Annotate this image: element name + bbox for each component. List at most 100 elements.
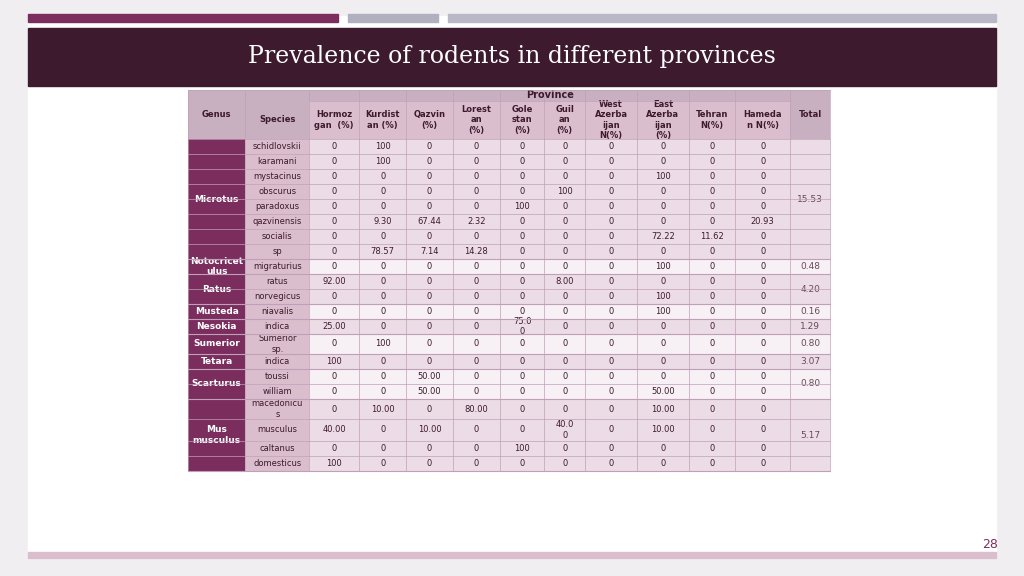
Bar bbox=[359, 154, 407, 169]
Bar bbox=[637, 441, 689, 456]
Bar bbox=[689, 334, 735, 354]
Text: 0: 0 bbox=[562, 142, 567, 151]
Bar bbox=[453, 334, 500, 354]
Bar bbox=[689, 244, 735, 259]
Text: 0: 0 bbox=[562, 172, 567, 181]
Text: West
Azerba
ijan
N(%): West Azerba ijan N(%) bbox=[595, 100, 628, 140]
Bar bbox=[637, 214, 689, 229]
Bar bbox=[246, 274, 309, 289]
Text: 0: 0 bbox=[760, 444, 765, 453]
Bar bbox=[791, 354, 830, 369]
Text: Province: Province bbox=[526, 90, 573, 100]
Bar bbox=[545, 214, 585, 229]
Text: 0: 0 bbox=[760, 247, 765, 256]
Text: 0: 0 bbox=[562, 444, 567, 453]
Bar bbox=[585, 229, 637, 244]
Bar bbox=[348, 14, 438, 22]
Text: 0: 0 bbox=[332, 307, 337, 316]
Text: 40.0
0: 40.0 0 bbox=[555, 420, 573, 439]
Bar bbox=[309, 399, 359, 419]
Text: 0: 0 bbox=[519, 372, 525, 381]
Text: Species: Species bbox=[259, 116, 296, 124]
Bar bbox=[246, 319, 309, 334]
Text: domesticus: domesticus bbox=[253, 459, 301, 468]
Text: 0: 0 bbox=[660, 217, 666, 226]
Text: 0: 0 bbox=[608, 247, 613, 256]
Text: 0: 0 bbox=[660, 247, 666, 256]
Bar bbox=[791, 384, 830, 399]
Bar bbox=[453, 441, 500, 456]
Text: 0: 0 bbox=[519, 404, 525, 414]
Text: 0: 0 bbox=[474, 262, 479, 271]
Text: 100: 100 bbox=[655, 292, 671, 301]
Bar bbox=[188, 304, 246, 319]
Bar bbox=[791, 419, 830, 441]
Bar bbox=[359, 199, 407, 214]
Text: 0: 0 bbox=[660, 202, 666, 211]
Bar bbox=[309, 456, 359, 471]
Text: 0: 0 bbox=[519, 262, 525, 271]
Text: 10.00: 10.00 bbox=[651, 426, 675, 434]
Bar bbox=[246, 259, 309, 274]
Bar bbox=[453, 199, 500, 214]
Bar bbox=[453, 456, 500, 471]
Text: indica: indica bbox=[265, 357, 290, 366]
Bar bbox=[309, 289, 359, 304]
Bar bbox=[359, 319, 407, 334]
Bar bbox=[359, 229, 407, 244]
Bar bbox=[735, 244, 791, 259]
Text: paradoxus: paradoxus bbox=[255, 202, 299, 211]
Bar bbox=[585, 399, 637, 419]
Text: 75.0
0: 75.0 0 bbox=[513, 317, 531, 336]
Text: 0: 0 bbox=[760, 142, 765, 151]
Text: 0: 0 bbox=[474, 277, 479, 286]
Text: 0: 0 bbox=[710, 247, 715, 256]
Bar bbox=[585, 139, 637, 154]
Bar bbox=[359, 274, 407, 289]
Text: 100: 100 bbox=[375, 339, 390, 348]
Bar bbox=[637, 319, 689, 334]
Bar bbox=[407, 369, 453, 384]
Text: 0: 0 bbox=[562, 247, 567, 256]
Bar bbox=[791, 244, 830, 259]
Text: 0: 0 bbox=[332, 172, 337, 181]
Bar bbox=[246, 419, 309, 441]
Text: 50.00: 50.00 bbox=[418, 387, 441, 396]
Bar bbox=[309, 90, 791, 101]
Bar bbox=[500, 354, 545, 369]
Bar bbox=[585, 384, 637, 399]
Text: 0: 0 bbox=[562, 322, 567, 331]
Bar bbox=[735, 274, 791, 289]
Bar bbox=[359, 139, 407, 154]
Bar bbox=[359, 169, 407, 184]
Bar bbox=[500, 139, 545, 154]
Text: 0: 0 bbox=[332, 444, 337, 453]
Text: 0: 0 bbox=[380, 262, 385, 271]
Text: 0: 0 bbox=[760, 322, 765, 331]
Bar bbox=[585, 154, 637, 169]
Bar bbox=[585, 456, 637, 471]
Text: 100: 100 bbox=[375, 157, 390, 166]
Text: 0: 0 bbox=[660, 444, 666, 453]
Bar bbox=[689, 304, 735, 319]
Text: indica: indica bbox=[265, 322, 290, 331]
Text: 0: 0 bbox=[608, 187, 613, 196]
Text: 0: 0 bbox=[519, 426, 525, 434]
Bar bbox=[407, 139, 453, 154]
Text: 0: 0 bbox=[710, 357, 715, 366]
Bar bbox=[735, 399, 791, 419]
Text: 0: 0 bbox=[519, 157, 525, 166]
Bar bbox=[637, 154, 689, 169]
Bar bbox=[500, 334, 545, 354]
Bar bbox=[791, 456, 830, 471]
Bar bbox=[545, 199, 585, 214]
Text: 0: 0 bbox=[519, 339, 525, 348]
Bar bbox=[407, 289, 453, 304]
Text: 0: 0 bbox=[710, 217, 715, 226]
Bar bbox=[689, 419, 735, 441]
Bar bbox=[735, 289, 791, 304]
Bar bbox=[585, 289, 637, 304]
Text: 0: 0 bbox=[474, 142, 479, 151]
Text: 0: 0 bbox=[710, 404, 715, 414]
Bar bbox=[246, 199, 309, 214]
